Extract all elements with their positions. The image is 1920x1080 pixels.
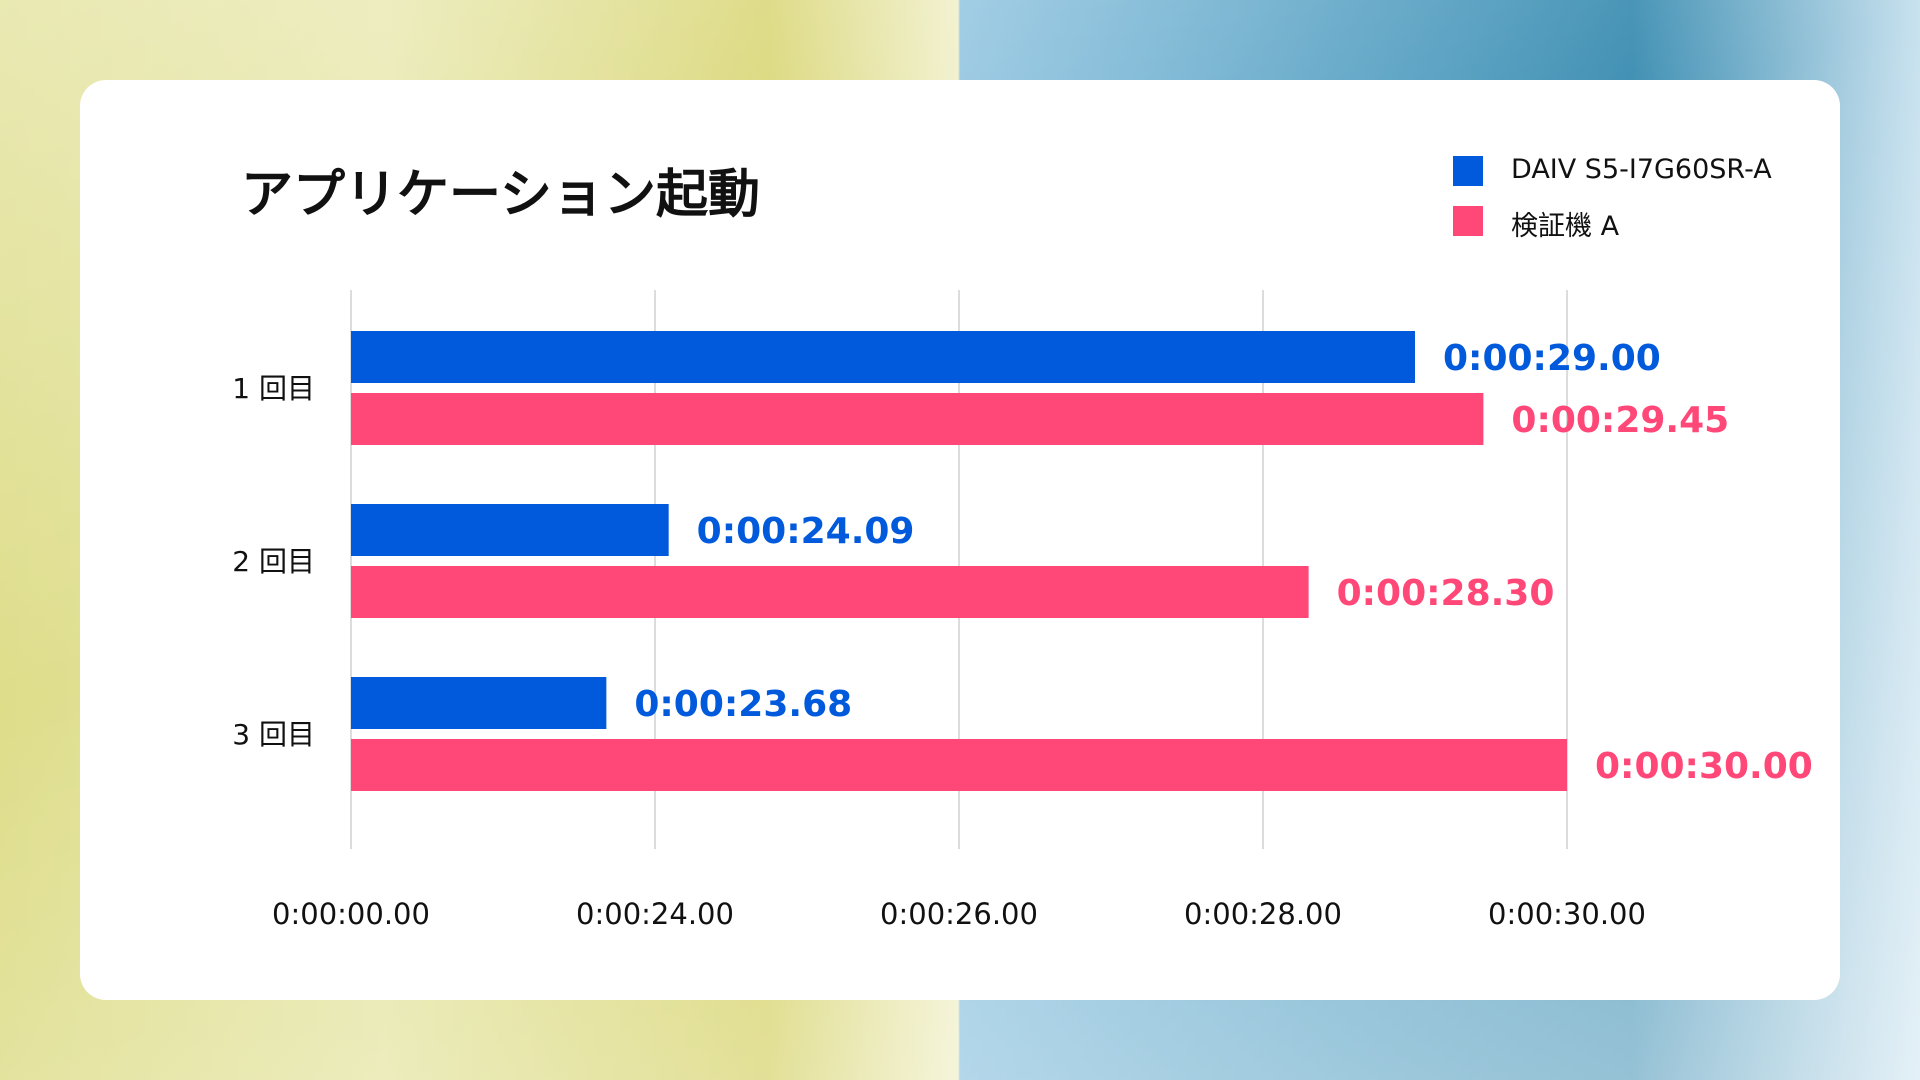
- data-label: 0:00:24.09: [697, 511, 915, 552]
- data-label: 0:00:28.30: [1337, 573, 1555, 614]
- legend-label-daiv: DAIV S5-I7G60SR-A: [1511, 154, 1772, 185]
- x-tick-label: 0:00:30.00: [1488, 897, 1646, 931]
- bar: [351, 566, 1309, 618]
- x-tick-label: 0:00:24.00: [576, 897, 734, 931]
- bar: [351, 739, 1567, 791]
- legend-label-test-machine: 検証機 A: [1511, 211, 1620, 242]
- bar: [351, 331, 1415, 383]
- x-tick-label: 0:00:00.00: [272, 897, 430, 931]
- bar: [351, 504, 669, 556]
- legend-swatch-test-machine: [1453, 206, 1483, 236]
- data-label: 0:00:23.68: [634, 684, 852, 725]
- category-label: 3 回目: [232, 718, 315, 751]
- category-label: 2 回目: [232, 545, 315, 578]
- data-label: 0:00:30.00: [1595, 746, 1813, 787]
- bar: [351, 393, 1484, 445]
- data-label: 0:00:29.00: [1443, 338, 1661, 379]
- legend-swatch-daiv: [1453, 156, 1483, 186]
- category-label: 1 回目: [232, 372, 315, 405]
- data-label: 0:00:29.45: [1511, 400, 1729, 441]
- bar: [351, 677, 607, 729]
- x-tick-label: 0:00:26.00: [880, 897, 1038, 931]
- x-tick-label: 0:00:28.00: [1184, 897, 1342, 931]
- chart-title: アプリケーション起動: [241, 165, 760, 225]
